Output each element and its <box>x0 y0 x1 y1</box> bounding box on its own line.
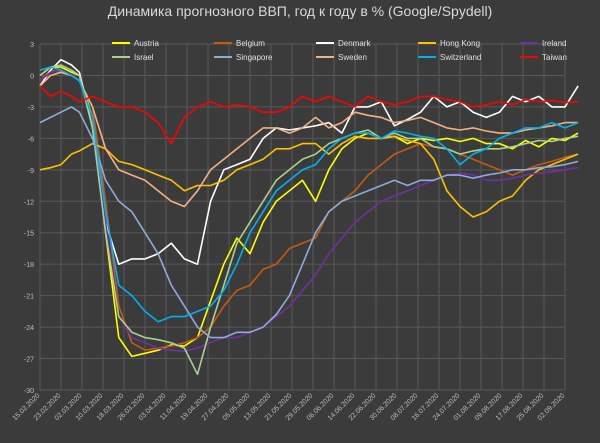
y-tick-label: -15 <box>24 231 34 238</box>
legend-entry: Hong Kong <box>440 39 480 48</box>
y-tick-label: -21 <box>24 294 34 301</box>
y-tick-label: -30 <box>24 388 34 395</box>
y-tick-label: -3 <box>28 105 34 112</box>
series-line-singapore <box>39 106 579 339</box>
series-line-sweden <box>39 71 579 208</box>
series-line-israel <box>39 64 579 376</box>
legend-entry: Taiwan <box>542 53 567 62</box>
y-tick-label: -6 <box>28 136 34 143</box>
legend-entry: Singapore <box>236 53 273 62</box>
y-tick-label: 3 <box>30 42 34 49</box>
series-line-taiwan <box>39 85 579 145</box>
y-tick-label: -18 <box>24 262 34 269</box>
legend-entry: Sweden <box>338 53 367 62</box>
legend-entry: Denmark <box>338 39 371 48</box>
series-line-austria <box>39 66 579 358</box>
y-tick-label: -9 <box>28 168 34 175</box>
legend-entry: Israel <box>134 53 154 62</box>
legend-entry: Ireland <box>542 39 566 48</box>
y-tick-label: -24 <box>24 325 34 332</box>
legend-entry: Switzerland <box>440 53 481 62</box>
y-tick-label: 0 <box>30 73 34 80</box>
chart-title: Динамика прогнозного ВВП, год к году в %… <box>107 3 493 19</box>
series-line-hong-kong <box>39 135 579 218</box>
series-line-switzerland <box>39 66 579 323</box>
y-tick-label: -27 <box>24 357 34 364</box>
legend-entry: Belgium <box>236 39 265 48</box>
series-line-belgium <box>39 69 579 352</box>
legend-entry: Austria <box>134 39 159 48</box>
y-tick-label: -12 <box>24 199 34 206</box>
